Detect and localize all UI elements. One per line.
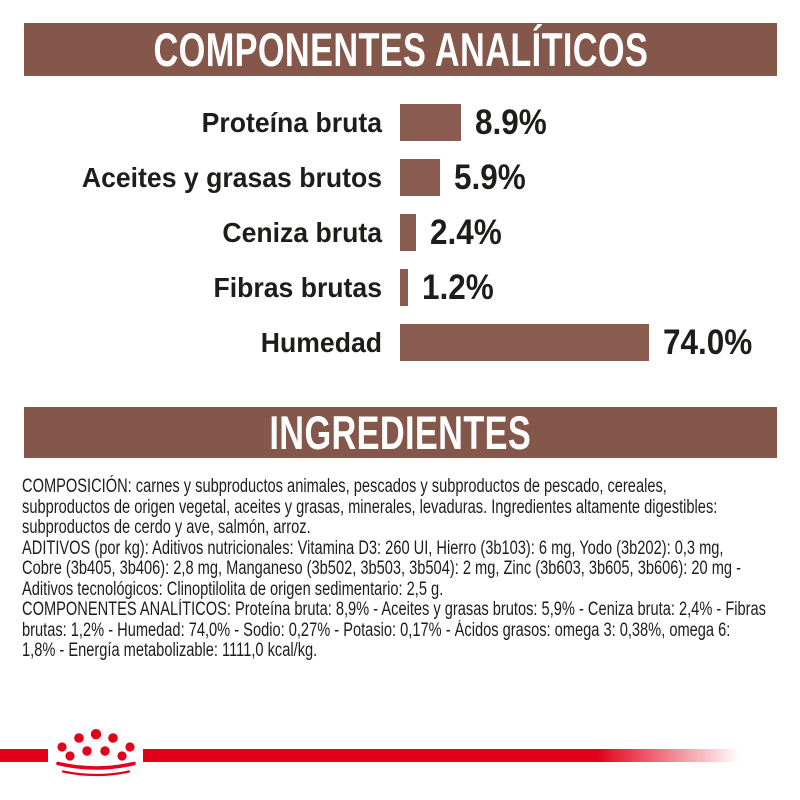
chart-category-label: Ceniza bruta bbox=[222, 216, 382, 248]
chart-bar bbox=[400, 214, 417, 251]
royal-canin-crown-icon bbox=[56, 729, 136, 777]
chart-row: Aceites y grasas brutos 5.9% bbox=[0, 150, 800, 205]
ingredients-text-line: ADITIVOS (por kg): Aditivos nutricionale… bbox=[22, 537, 724, 559]
ingredients-text-line: brutas: 1,2% - Humedad: 74,0% - Sodio: 0… bbox=[22, 619, 731, 641]
chart-value-label: 2.4% bbox=[430, 212, 503, 252]
ingredients-text-line: Aditivos tecnológicos: Clinoptilolita de… bbox=[22, 578, 444, 600]
chart-category-label: Proteína bruta bbox=[201, 106, 382, 138]
chart-bar bbox=[400, 324, 649, 361]
brand-divider-line-right bbox=[143, 749, 740, 762]
ingredients-text-line: subproductos de cerdo y ave, salmón, arr… bbox=[22, 517, 311, 538]
chart-row: Fibras brutas 1.2% bbox=[0, 260, 800, 315]
chart-row: Proteína bruta 8.9% bbox=[0, 95, 800, 150]
ingredients-text-line: 1,8% - Energía metabolizable: 1111,0 kca… bbox=[22, 640, 318, 661]
ingredients-text-block: COMPOSICIÓN: carnes y subproductos anima… bbox=[22, 476, 792, 662]
chart-value-label: 5.9% bbox=[454, 157, 527, 197]
chart-category-label: Aceites y grasas brutos bbox=[81, 161, 383, 193]
chart-category-label: Fibras brutas bbox=[213, 271, 382, 303]
analytical-components-chart: Proteína bruta 8.9% Aceites y grasas bruto… bbox=[0, 95, 800, 370]
chart-row: Humedad 74.0% bbox=[0, 315, 800, 370]
analytical-header-title: COMPONENTES ANALÍTICOS bbox=[153, 23, 648, 76]
chart-value-label: 8.9% bbox=[474, 102, 547, 142]
chart-category-label: Humedad bbox=[260, 326, 382, 358]
chart-bar bbox=[400, 159, 441, 196]
ingredients-text-line: subproductos de origen vegetal, aceites … bbox=[22, 496, 718, 518]
ingredients-header-title: INGREDIENTES bbox=[269, 406, 532, 459]
ingredients-text-line: COMPONENTES ANALÍTICOS: Proteína bruta: … bbox=[22, 599, 766, 620]
brand-divider-line-left bbox=[0, 749, 48, 762]
ingredients-text-line: COMPOSICIÓN: carnes y subproductos anima… bbox=[22, 476, 667, 497]
chart-bar bbox=[400, 269, 409, 306]
chart-bar bbox=[400, 104, 461, 141]
ingredients-text-line: Cobre (3b405, 3b406): 2,8 mg, Manganeso … bbox=[22, 558, 741, 579]
chart-value-label: 1.2% bbox=[422, 267, 495, 307]
analytical-header-band: COMPONENTES ANALÍTICOS bbox=[24, 23, 777, 76]
ingredients-header-band: INGREDIENTES bbox=[24, 407, 777, 458]
chart-row: Ceniza bruta 2.4% bbox=[0, 205, 800, 260]
chart-value-label: 74.0% bbox=[663, 322, 753, 362]
